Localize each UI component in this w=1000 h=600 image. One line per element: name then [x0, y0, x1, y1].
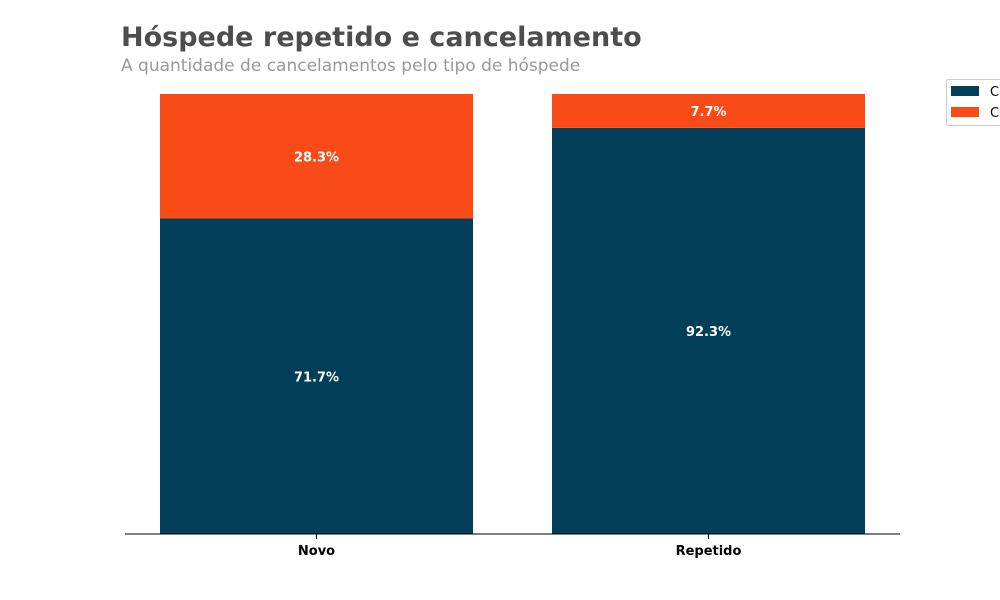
legend-swatch-0: [951, 86, 979, 96]
legend-items: CC: [951, 85, 999, 121]
data-label-novo-series-1: 28.3%: [294, 150, 339, 165]
bar-segment-repetido-series-0: [552, 127, 865, 534]
bar-segment-repetido-series-1: [552, 94, 865, 128]
chart-subtitle: A quantidade de cancelamentos pelo tipo …: [121, 56, 581, 76]
x-ticks-layer: Novo Repetido: [298, 534, 742, 559]
legend-label-1: C: [990, 106, 999, 121]
bar-segment-novo-series-1: [160, 94, 473, 219]
data-label-repetido-series-0: 92.3%: [686, 325, 731, 340]
bar-segment-novo-series-0: [160, 218, 473, 534]
x-tick-label-repetido: Repetido: [676, 544, 742, 559]
x-tick-label-novo: Novo: [298, 544, 335, 559]
legend-swatch-1: [951, 107, 979, 117]
bars-layer: [160, 94, 865, 534]
data-label-novo-series-0: 71.7%: [294, 370, 339, 385]
data-label-repetido-series-1: 7.7%: [690, 105, 726, 120]
legend-label-0: C: [990, 85, 999, 100]
chart-title: Hóspede repetido e cancelamento: [121, 22, 642, 53]
bar-labels-layer: 71.7% 28.3% 92.3% 7.7%: [294, 105, 731, 385]
legend: CC: [946, 79, 1000, 126]
